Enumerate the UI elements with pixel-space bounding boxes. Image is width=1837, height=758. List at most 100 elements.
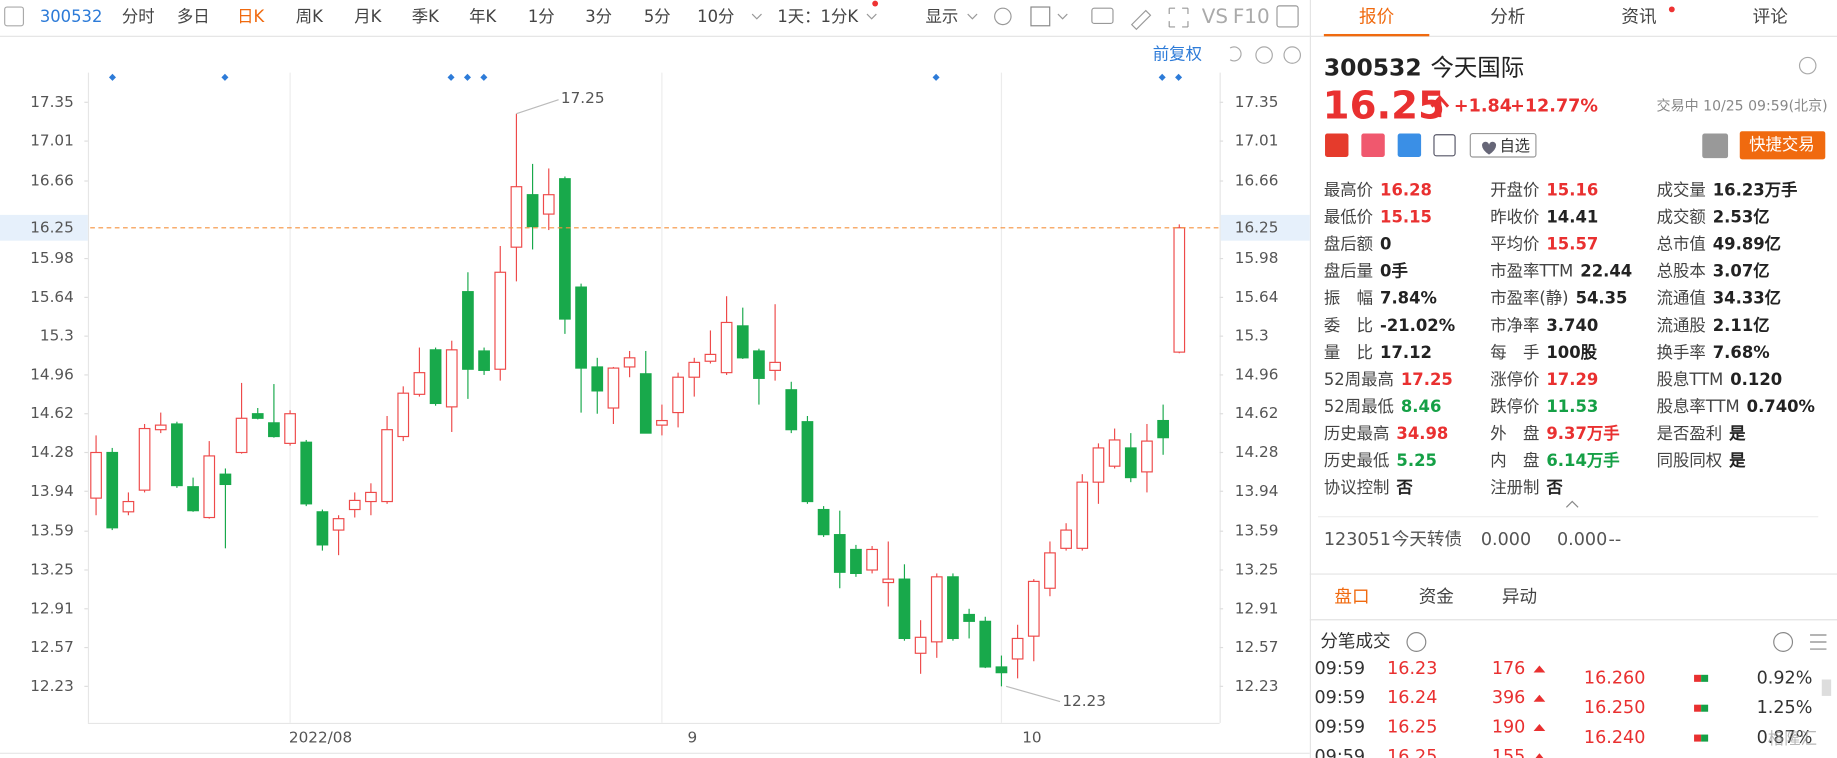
candle-body[interactable] — [850, 548, 862, 575]
period-tab[interactable]: 3分 — [585, 7, 612, 26]
menu-icon[interactable] — [4, 6, 25, 27]
candle-body[interactable] — [90, 451, 102, 499]
flag-icon[interactable] — [1325, 133, 1349, 157]
event-marker[interactable] — [1158, 73, 1166, 81]
candle-body[interactable] — [445, 349, 458, 408]
candle-body[interactable] — [639, 373, 652, 434]
info-icon[interactable] — [1406, 632, 1427, 652]
candle-body[interactable] — [526, 194, 539, 228]
candle-body[interactable] — [251, 413, 264, 419]
event-marker[interactable] — [221, 73, 229, 81]
note-icon[interactable] — [1433, 134, 1456, 157]
candle-body[interactable] — [785, 389, 798, 431]
dropdown-arrow[interactable] — [967, 13, 978, 20]
candle-body[interactable] — [381, 429, 393, 503]
event-marker[interactable] — [932, 73, 940, 81]
f10-button[interactable]: F10 — [1233, 5, 1270, 28]
candle-body[interactable] — [736, 325, 749, 359]
candle-body[interactable] — [332, 518, 345, 531]
zoom-in-icon[interactable] — [1283, 46, 1302, 64]
collapse-icon[interactable] — [1565, 500, 1579, 508]
candle-body[interactable] — [1011, 637, 1024, 660]
candle-body[interactable] — [1027, 580, 1040, 637]
candle-body[interactable] — [720, 321, 733, 374]
candle-body[interactable] — [575, 286, 587, 369]
display-select[interactable]: 显示 — [926, 7, 959, 26]
margin-icon[interactable] — [1361, 133, 1385, 157]
period-tab[interactable]: 周K — [296, 7, 324, 26]
panel-tab[interactable]: 评论 — [1753, 8, 1789, 28]
candle-body[interactable] — [397, 392, 410, 438]
candle-body[interactable] — [672, 376, 684, 414]
candle-body[interactable] — [898, 578, 911, 640]
watch-label[interactable]: 自选 — [1500, 137, 1530, 155]
candle-body[interactable] — [235, 417, 248, 454]
candle-body[interactable] — [930, 576, 943, 643]
candle-body[interactable] — [995, 666, 1008, 674]
vs-button[interactable]: VS — [1202, 5, 1228, 28]
panel-tab[interactable]: 分析 — [1490, 8, 1525, 28]
period-tab[interactable]: 年K — [469, 7, 497, 26]
candle-body[interactable] — [688, 361, 701, 378]
candle-body[interactable] — [607, 367, 620, 409]
candle-body[interactable] — [817, 508, 830, 536]
candle-body[interactable] — [1173, 227, 1186, 353]
dropdown-arrow[interactable] — [866, 13, 877, 20]
event-marker[interactable] — [480, 73, 488, 81]
candle-body[interactable] — [542, 194, 555, 215]
candle-body[interactable] — [316, 511, 329, 546]
candle-body[interactable] — [1044, 552, 1056, 589]
candle-body[interactable] — [365, 491, 377, 503]
settings-icon[interactable] — [994, 7, 1012, 26]
list-icon[interactable] — [1810, 634, 1827, 650]
candle-body[interactable] — [348, 499, 361, 511]
period-tab[interactable]: 月K — [354, 7, 382, 26]
candle-body[interactable] — [559, 178, 571, 320]
candle-body[interactable] — [462, 291, 474, 370]
candle-body[interactable] — [219, 473, 232, 486]
candle-body[interactable] — [300, 441, 313, 505]
candle-body[interactable] — [979, 620, 992, 668]
trade-button[interactable] — [1739, 131, 1826, 160]
panel-tab[interactable]: 报价 — [1359, 8, 1395, 28]
candle-body[interactable] — [947, 576, 959, 640]
candle-body[interactable] — [122, 500, 135, 513]
candle-body[interactable] — [1092, 447, 1105, 483]
candle-body[interactable] — [704, 353, 717, 362]
candle-body[interactable] — [866, 548, 878, 571]
period-tab[interactable]: 5分 — [644, 7, 671, 26]
candle-body[interactable] — [769, 361, 781, 371]
candle-body[interactable] — [882, 578, 895, 584]
alert-button[interactable] — [1702, 133, 1729, 159]
candle-body[interactable] — [138, 427, 151, 491]
candle-body[interactable] — [1108, 439, 1121, 467]
candle-body[interactable] — [1124, 447, 1137, 479]
candle-body[interactable] — [833, 534, 846, 573]
interval-select[interactable]: 1天：1分K — [777, 7, 859, 26]
tag-icon[interactable] — [1397, 133, 1422, 157]
period-tab[interactable]: 分时 — [122, 7, 155, 26]
period-tab[interactable]: 1分 — [528, 7, 555, 26]
period-tab[interactable]: 日K — [237, 7, 265, 26]
settings-icon[interactable] — [1798, 56, 1817, 75]
candle-body[interactable] — [187, 486, 199, 512]
color-icon[interactable] — [1030, 6, 1051, 27]
sub-tab[interactable]: 盘口 — [1334, 587, 1369, 607]
candle-body[interactable] — [154, 424, 167, 431]
candle-body[interactable] — [413, 372, 426, 395]
stock-code[interactable]: 300532 — [40, 7, 103, 26]
candle-body[interactable] — [510, 186, 523, 248]
draw-icon[interactable] — [1130, 9, 1152, 31]
panel-toggle-icon[interactable] — [1276, 5, 1299, 28]
period-tab[interactable]: 10分 — [697, 7, 734, 26]
dropdown-arrow[interactable] — [1057, 13, 1068, 20]
period-tab[interactable]: 多日 — [177, 7, 210, 26]
zoom-out-icon[interactable] — [1255, 46, 1273, 64]
candle-body[interactable] — [284, 413, 296, 444]
candle-body[interactable] — [656, 419, 668, 426]
event-marker[interactable] — [108, 73, 116, 81]
candle-body[interactable] — [494, 271, 507, 370]
reset-icon[interactable] — [1229, 46, 1242, 62]
candle-body[interactable] — [478, 350, 490, 371]
sub-tab[interactable]: 资金 — [1419, 587, 1455, 607]
